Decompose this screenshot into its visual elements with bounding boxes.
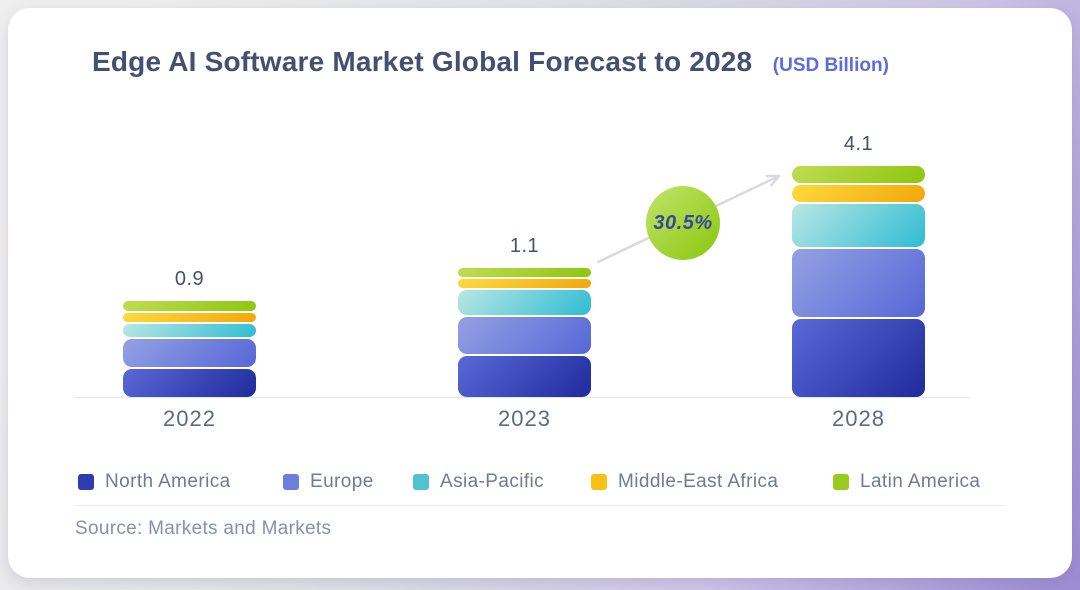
- legend-item-north-america: North America: [78, 471, 231, 493]
- bar-segment-2028-europe: [792, 249, 925, 317]
- x-axis-baseline: [75, 397, 970, 398]
- legend: North America Europe Asia-Pacific Middle-Ea…: [8, 471, 1072, 495]
- legend-label: Middle-East Africa: [618, 471, 779, 492]
- legend-item-europe: Europe: [283, 471, 374, 493]
- legend-label: Latin America: [860, 471, 981, 492]
- bar-segment-2028-north-america: [792, 319, 925, 397]
- legend-label: Asia-Pacific: [440, 471, 545, 492]
- legend-swatch-icon: [78, 474, 94, 490]
- title-row: Edge AI Software Market Global Forecast …: [92, 46, 889, 78]
- growth-label: 30.5%: [653, 211, 713, 234]
- x-axis-label-2028: 2028: [832, 406, 885, 431]
- bar-segment-2028-middle-east-africa: [792, 185, 925, 202]
- legend-item-latin-america: Latin America: [833, 471, 980, 493]
- x-axis-label-2023: 2023: [498, 406, 551, 431]
- legend-label: Europe: [310, 471, 374, 492]
- legend-swatch-icon: [413, 474, 429, 490]
- x-axis-label-2022: 2022: [163, 406, 216, 431]
- legend-item-middle-east-africa: Middle-East Africa: [591, 471, 778, 493]
- bar-group-2022: [123, 300, 256, 397]
- bar-segment-2028-asia-pacific: [792, 204, 925, 247]
- legend-swatch-icon: [833, 474, 849, 490]
- bar-segment-2022-middle-east-africa: [123, 313, 256, 322]
- growth-badge: 30.5%: [646, 186, 720, 260]
- source-text: Source: Markets and Markets: [75, 518, 332, 539]
- unit-label: (USD Billion): [772, 55, 889, 76]
- legend-swatch-icon: [283, 474, 299, 490]
- bar-segment-2022-asia-pacific: [123, 324, 256, 337]
- bar-group-2023: [458, 267, 591, 397]
- bar-group-2028: [792, 166, 925, 397]
- value-label-2028: 4.1: [843, 133, 874, 155]
- legend-label: North America: [105, 471, 231, 492]
- divider: [75, 505, 1005, 506]
- bar-segment-2028-latin-america: [792, 166, 925, 183]
- bar-segment-2022-north-america: [123, 369, 256, 397]
- bar-segment-2023-asia-pacific: [458, 290, 591, 315]
- value-label-2022: 0.9: [174, 267, 205, 290]
- bar-segment-2022-europe: [123, 339, 256, 367]
- bar-segment-2023-north-america: [458, 356, 591, 397]
- bar-segment-2023-europe: [458, 317, 591, 354]
- chart-card: Edge AI Software Market Global Forecast …: [8, 8, 1072, 578]
- bar-segment-2023-middle-east-africa: [458, 279, 591, 288]
- legend-swatch-icon: [591, 474, 607, 490]
- bar-segment-2023-latin-america: [458, 267, 591, 277]
- legend-item-asia-pacific: Asia-Pacific: [413, 471, 544, 493]
- chart-title: Edge AI Software Market Global Forecast …: [92, 46, 753, 77]
- bar-segment-2022-latin-america: [123, 300, 256, 311]
- value-label-2023: 1.1: [509, 234, 540, 257]
